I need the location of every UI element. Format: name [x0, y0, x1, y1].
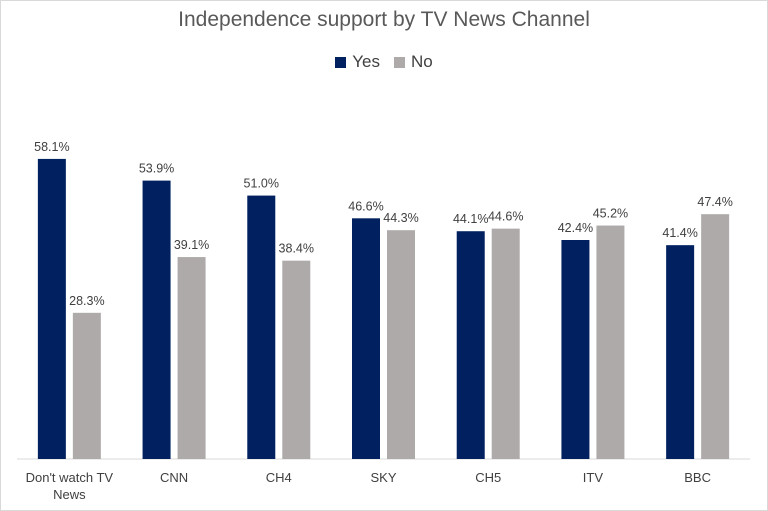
data-label-no: 28.3% [69, 294, 104, 308]
legend: Yes No [0, 52, 768, 72]
bar-yes [561, 240, 590, 459]
data-label-no: 38.4% [279, 242, 314, 256]
x-tick-label: Don't watch TV News [26, 470, 114, 502]
legend-label-no: No [411, 52, 433, 71]
data-label-yes: 41.4% [662, 226, 697, 240]
bar-yes [37, 158, 66, 459]
data-label-no: 44.6% [488, 210, 523, 224]
data-label-no: 44.3% [383, 211, 418, 225]
legend-label-yes: Yes [352, 52, 380, 71]
bar-yes [142, 180, 171, 459]
bar-yes [666, 245, 695, 459]
bar-yes [456, 231, 485, 459]
bar-no [177, 257, 206, 459]
bar-no [701, 214, 730, 459]
bar-no [387, 230, 415, 459]
data-label-yes: 53.9% [139, 162, 174, 176]
data-label-yes: 46.6% [348, 199, 383, 213]
bar-no [596, 225, 625, 459]
legend-swatch-yes [335, 56, 347, 68]
bar-no [72, 312, 101, 459]
x-tick-label: CH5 [475, 470, 501, 485]
chart-title: Independence support by TV News Channel [178, 8, 590, 31]
data-label-yes: 42.4% [558, 221, 593, 235]
legend-swatch-no [394, 56, 405, 68]
data-label-yes: 58.1% [34, 140, 69, 154]
bar-yes [247, 195, 276, 459]
data-label-yes: 44.1% [453, 212, 488, 226]
legend-item-yes: Yes [335, 52, 380, 72]
x-tick-label: CNN [160, 470, 188, 485]
x-tick-label: CH4 [266, 470, 292, 485]
bar-no [282, 260, 311, 459]
bar-no [491, 228, 520, 459]
data-label-no: 39.1% [174, 238, 209, 252]
x-tick-label: ITV [583, 470, 604, 485]
legend-item-no: No [394, 52, 433, 72]
data-label-no: 47.4% [697, 195, 732, 209]
data-label-no: 45.2% [593, 207, 628, 221]
x-tick-label: BBC [684, 470, 711, 485]
bar-yes [352, 218, 380, 459]
x-tick-label: SKY [370, 470, 396, 485]
data-label-yes: 51.0% [244, 177, 279, 191]
